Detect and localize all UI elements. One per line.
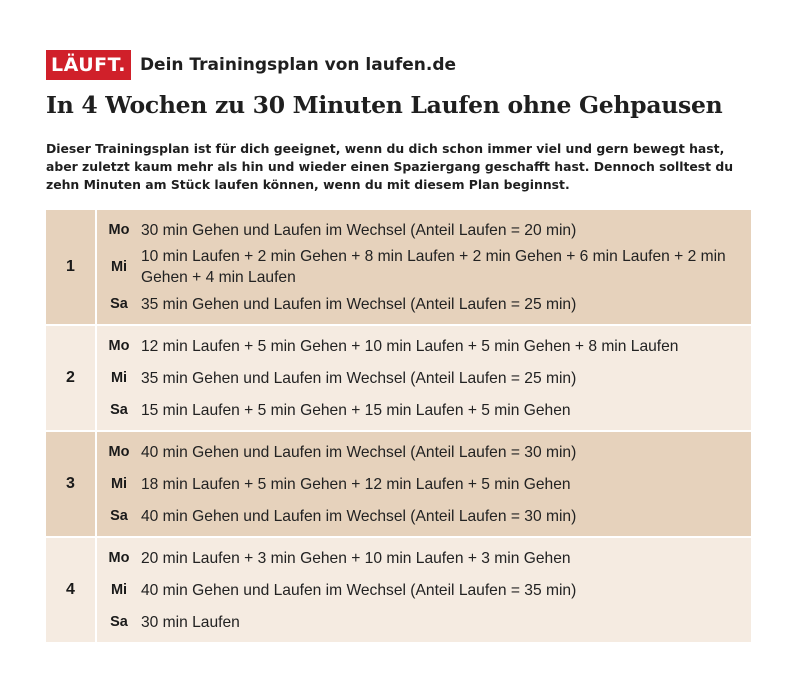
day-row: Mo 30 min Gehen und Laufen im Wechsel (A… <box>97 214 751 246</box>
week-row-4: 4 Mo 20 min Laufen + 3 min Gehen + 10 mi… <box>46 536 751 642</box>
workout-description: 35 min Gehen und Laufen im Wechsel (Ante… <box>141 369 577 387</box>
day-row: Mi 35 min Gehen und Laufen im Wechsel (A… <box>97 362 751 394</box>
intro-text: Dieser Trainingsplan ist für dich geeign… <box>46 141 734 192</box>
training-plan-table: 1 Mo 30 min Gehen und Laufen im Wechsel … <box>46 208 751 642</box>
workout-description: 12 min Laufen + 5 min Gehen + 10 min Lau… <box>141 337 679 355</box>
workout-description: 10 min Laufen + 2 min Gehen + 8 min Lauf… <box>141 248 726 286</box>
day-label: Mi <box>110 370 128 386</box>
week-days: Mo 40 min Gehen und Laufen im Wechsel (A… <box>97 432 751 536</box>
day-label: Mo <box>108 444 130 460</box>
day-row: Sa 35 min Gehen und Laufen im Wechsel (A… <box>97 288 751 320</box>
week-number: 4 <box>46 538 97 642</box>
day-row: Mi 10 min Laufen + 2 min Gehen + 8 min L… <box>97 246 751 288</box>
workout-description: 40 min Gehen und Laufen im Wechsel (Ante… <box>141 507 577 525</box>
week-days: Mo 20 min Laufen + 3 min Gehen + 10 min … <box>97 538 751 642</box>
day-label: Mo <box>108 222 130 238</box>
day-row: Mi 40 min Gehen und Laufen im Wechsel (A… <box>97 574 751 606</box>
page-title: In 4 Wochen zu 30 Minuten Laufen ohne Ge… <box>46 91 723 119</box>
workout-description: 15 min Laufen + 5 min Gehen + 15 min Lau… <box>141 401 571 419</box>
brand-header: LÄUFT. Dein Trainingsplan von laufen.de <box>46 50 456 80</box>
week-number: 1 <box>46 210 97 324</box>
brand-tagline: Dein Trainingsplan von laufen.de <box>139 55 457 75</box>
day-label: Sa <box>110 296 128 312</box>
day-label: Mo <box>108 338 130 354</box>
day-label: Sa <box>110 614 128 630</box>
day-label: Sa <box>110 402 128 418</box>
workout-description: 40 min Gehen und Laufen im Wechsel (Ante… <box>141 581 577 599</box>
week-row-2: 2 Mo 12 min Laufen + 5 min Gehen + 10 mi… <box>46 324 751 430</box>
workout-description: 18 min Laufen + 5 min Gehen + 12 min Lau… <box>141 475 571 493</box>
week-row-1: 1 Mo 30 min Gehen und Laufen im Wechsel … <box>46 208 751 324</box>
workout-description: 35 min Gehen und Laufen im Wechsel (Ante… <box>141 295 577 313</box>
week-row-3: 3 Mo 40 min Gehen und Laufen im Wechsel … <box>46 430 751 536</box>
day-row: Mo 20 min Laufen + 3 min Gehen + 10 min … <box>97 542 751 574</box>
workout-description: 30 min Gehen und Laufen im Wechsel (Ante… <box>141 221 577 239</box>
workout-description: 20 min Laufen + 3 min Gehen + 10 min Lau… <box>141 549 571 567</box>
week-days: Mo 30 min Gehen und Laufen im Wechsel (A… <box>97 210 751 324</box>
week-days: Mo 12 min Laufen + 5 min Gehen + 10 min … <box>97 326 751 430</box>
day-label: Sa <box>110 508 128 524</box>
day-row: Mo 12 min Laufen + 5 min Gehen + 10 min … <box>97 330 751 362</box>
day-label: Mo <box>108 550 130 566</box>
workout-description: 30 min Laufen <box>141 613 240 631</box>
day-row: Sa 30 min Laufen <box>97 606 751 638</box>
laeuft-logo: LÄUFT. <box>46 50 131 80</box>
day-row: Sa 15 min Laufen + 5 min Gehen + 15 min … <box>97 394 751 426</box>
day-label: Mi <box>110 582 128 598</box>
week-number: 3 <box>46 432 97 536</box>
day-row: Mi 18 min Laufen + 5 min Gehen + 12 min … <box>97 468 751 500</box>
day-row: Sa 40 min Gehen und Laufen im Wechsel (A… <box>97 500 751 532</box>
day-label: Mi <box>110 476 128 492</box>
week-number: 2 <box>46 326 97 430</box>
workout-description: 40 min Gehen und Laufen im Wechsel (Ante… <box>141 443 577 461</box>
day-row: Mo 40 min Gehen und Laufen im Wechsel (A… <box>97 436 751 468</box>
day-label: Mi <box>110 259 128 275</box>
